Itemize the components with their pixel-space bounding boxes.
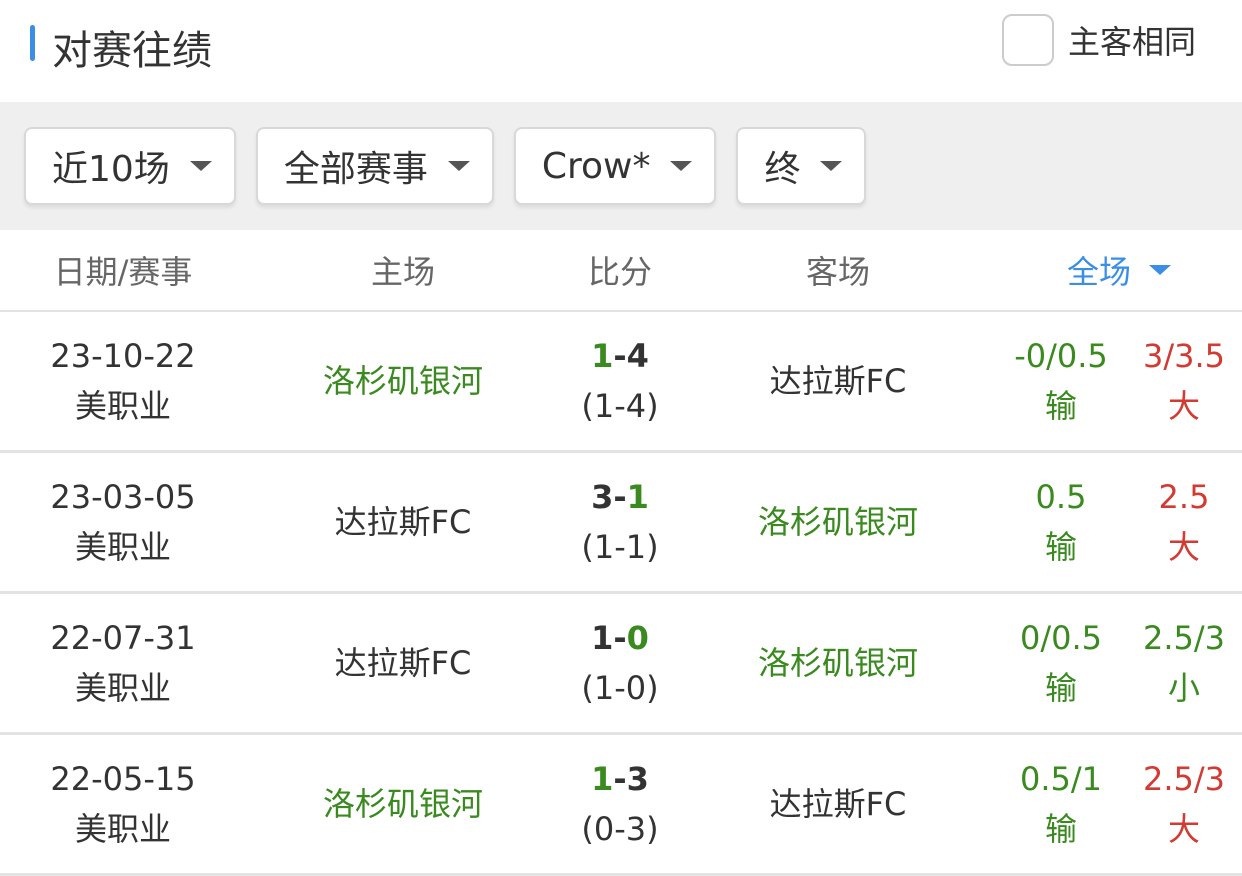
home-goals: 3 [591,478,614,516]
section-title: 对赛往绩 [52,28,212,74]
half-time-score: (0-3) [581,810,659,848]
match-date: 22-07-31 [50,619,196,657]
score-cell: 1-0 (1-0) [560,613,680,713]
half-time-score: (1-0) [581,669,659,707]
match-date: 23-03-05 [50,478,196,516]
ou-result: 大 [1167,810,1200,848]
away-team[interactable]: 达拉斯FC [769,785,907,823]
same-home-away-checkbox[interactable] [1001,14,1054,66]
table-header: 日期/赛事 主场 比分 客场 全场 [0,230,1242,312]
home-goals: 1 [591,337,614,375]
filter-label: 全部赛事 [283,149,428,190]
section-header: 对赛往绩 主客相同 [0,0,1242,102]
col-fulltime-label: 全场 [1066,253,1131,291]
date-league-cell: 22-07-31 美职业 [0,613,246,713]
filter-bookmaker[interactable]: Crow* [513,127,717,205]
half-time-score: (1-4) [581,387,659,425]
caret-down-icon [1149,265,1171,275]
league-name: 美职业 [74,669,171,707]
caret-down-icon [447,161,470,171]
handicap-cell: 0.5 输 [996,472,1126,572]
ou-line: 2.5/3 [1142,760,1226,798]
away-team[interactable]: 洛杉矶银河 [757,503,918,541]
league-name: 美职业 [74,528,171,566]
match-list: 23-10-22 美职业 洛杉矶银河 1-4 (1-4) 达拉斯FC -0/0.5 输… [0,312,1242,876]
home-team[interactable]: 达拉斯FC [334,503,472,541]
over-under-cell: 2.5 大 [1126,472,1242,572]
same-home-away-toggle[interactable]: 主客相同 [1001,14,1196,66]
league-name: 美职业 [74,810,171,848]
date-league-cell: 23-10-22 美职业 [0,331,246,431]
table-row[interactable]: 22-07-31 美职业 达拉斯FC 1-0 (1-0) 洛杉矶银河 0/0.5 输 … [0,594,1242,735]
filter-odds-stage[interactable]: 终 [736,127,867,205]
handicap-line: 0/0.5 [1019,619,1103,657]
ou-line: 2.5 [1158,478,1210,516]
away-goals: 0 [626,619,649,657]
filter-label: 终 [764,149,801,190]
handicap-result: 输 [1044,387,1077,425]
ou-result: 大 [1167,528,1200,566]
handicap-result: 输 [1044,810,1077,848]
filter-label: Crow* [541,145,651,187]
handicap-line: 0.5 [1035,478,1087,516]
filter-bar: 近10场 全部赛事 Crow* 终 [0,102,1242,230]
home-team[interactable]: 达拉斯FC [334,644,472,682]
filter-recent-count[interactable]: 近10场 [24,127,236,205]
caret-down-icon [670,161,693,171]
col-score: 比分 [587,253,652,291]
col-away: 客场 [805,253,870,291]
handicap-line: -0/0.5 [1014,337,1108,375]
home-goals: 1 [591,760,614,798]
col-home: 主场 [370,253,435,291]
col-date: 日期/赛事 [53,253,193,291]
match-date: 22-05-15 [50,760,196,798]
over-under-cell: 3/3.5 大 [1126,331,1242,431]
ou-line: 3/3.5 [1142,337,1226,375]
filter-competition[interactable]: 全部赛事 [255,127,494,205]
half-time-score: (1-1) [581,528,659,566]
filter-label: 近10场 [52,149,170,190]
away-goals: 4 [626,337,649,375]
caret-down-icon [189,161,212,171]
score-cell: 3-1 (1-1) [560,472,680,572]
home-team[interactable]: 洛杉矶银河 [322,785,483,823]
handicap-result: 输 [1044,669,1077,707]
table-row[interactable]: 23-03-05 美职业 达拉斯FC 3-1 (1-1) 洛杉矶银河 0.5 输 2.… [0,453,1242,594]
same-home-away-label: 主客相同 [1067,23,1196,61]
handicap-result: 输 [1044,528,1077,566]
over-under-cell: 2.5/3 小 [1126,613,1242,713]
home-team[interactable]: 洛杉矶银河 [322,362,483,400]
match-date: 23-10-22 [50,337,196,375]
handicap-cell: -0/0.5 输 [996,331,1126,431]
league-name: 美职业 [74,387,171,425]
away-team[interactable]: 洛杉矶银河 [757,644,918,682]
handicap-line: 0.5/1 [1019,760,1103,798]
handicap-cell: 0/0.5 输 [996,613,1126,713]
ou-result: 大 [1167,387,1200,425]
away-goals: 3 [626,760,649,798]
caret-down-icon [820,161,843,171]
table-row[interactable]: 22-05-15 美职业 洛杉矶银河 1-3 (0-3) 达拉斯FC 0.5/1 输 … [0,735,1242,876]
table-row[interactable]: 23-10-22 美职业 洛杉矶银河 1-4 (1-4) 达拉斯FC -0/0.5 输… [0,312,1242,453]
date-league-cell: 22-05-15 美职业 [0,754,246,854]
score-cell: 1-4 (1-4) [560,331,680,431]
over-under-cell: 2.5/3 大 [1126,754,1242,854]
score-cell: 1-3 (0-3) [560,754,680,854]
handicap-cell: 0.5/1 输 [996,754,1126,854]
away-team[interactable]: 达拉斯FC [769,362,907,400]
date-league-cell: 23-03-05 美职业 [0,472,246,572]
accent-bar [30,25,35,61]
away-goals: 1 [626,478,649,516]
ou-line: 2.5/3 [1142,619,1226,657]
ou-result: 小 [1167,669,1200,707]
col-fulltime-dropdown[interactable]: 全场 [996,247,1242,293]
home-goals: 1 [591,619,614,657]
